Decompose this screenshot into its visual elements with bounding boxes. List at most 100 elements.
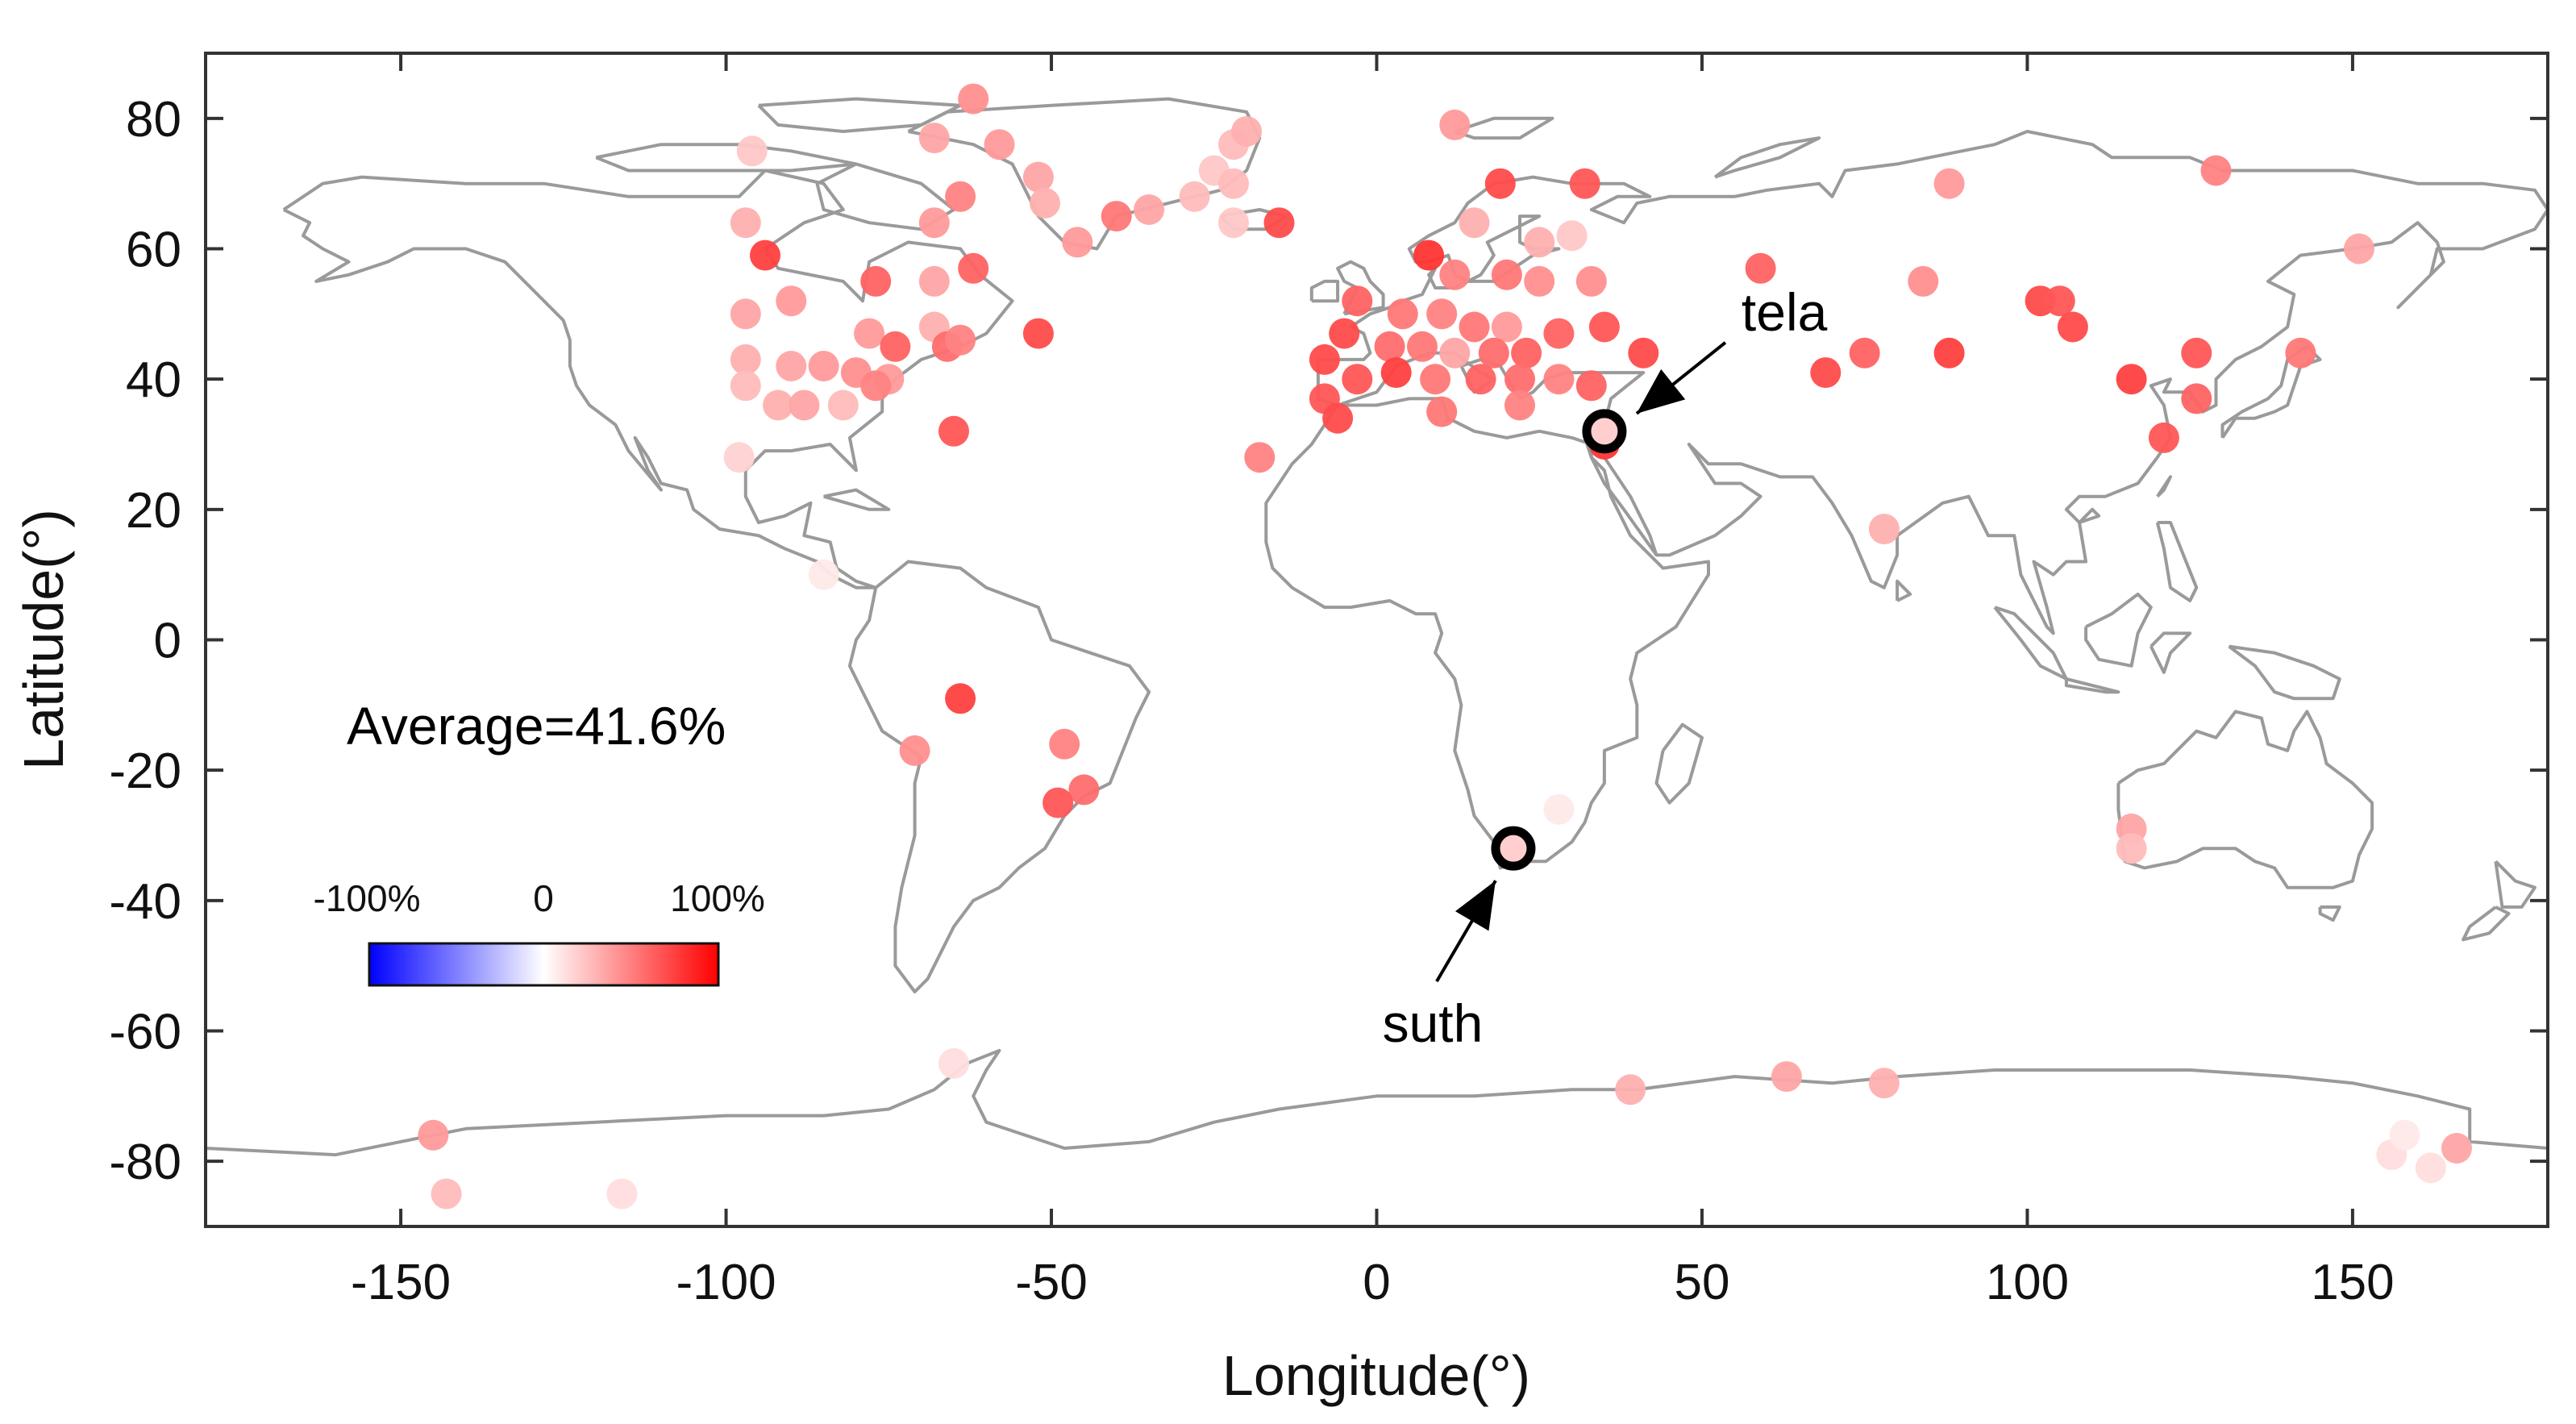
site-point (1524, 227, 1555, 258)
site-point (1849, 337, 1880, 368)
site-point (1329, 318, 1360, 349)
site-point (1068, 774, 1100, 806)
coastlines (206, 97, 2548, 1157)
site-point (1745, 252, 1776, 284)
x-tick-label: 150 (2311, 1255, 2394, 1310)
site-point (854, 318, 885, 349)
site-point (1543, 318, 1575, 349)
site-point (1380, 357, 1412, 389)
site-point (918, 123, 950, 154)
site-point (1244, 442, 1276, 473)
site-point (1342, 285, 1373, 317)
site-point (918, 265, 950, 297)
plot-frame (204, 52, 2549, 1228)
site-point (945, 683, 976, 714)
site-point (1459, 207, 1490, 239)
site-point (1556, 220, 1588, 252)
x-axis-title: Longitude(°) (1222, 1344, 1530, 1407)
colorbar-label-mid: 0 (533, 877, 554, 919)
y-tick-label: 0 (154, 614, 181, 669)
x-tick-label: 100 (1986, 1255, 2069, 1310)
site-point (1022, 161, 1054, 193)
site-point (1908, 265, 1939, 297)
site-point (860, 370, 892, 402)
site-point (1615, 1074, 1646, 1105)
site-point (1478, 337, 1509, 368)
y-tick-label: -60 (109, 1005, 181, 1060)
site-point (1511, 337, 1542, 368)
site-point (1309, 344, 1340, 375)
site-point (730, 370, 761, 402)
y-tick-label: 60 (126, 223, 181, 278)
site-point (1810, 357, 1841, 389)
coastline (2064, 677, 2120, 694)
site-point (808, 351, 839, 381)
coastline (2116, 710, 2374, 889)
site-point (1426, 298, 1458, 330)
site-points (418, 83, 2472, 1210)
colorbar-gradient (368, 942, 720, 987)
site-point (958, 83, 989, 115)
coastline (815, 162, 955, 231)
site-point (1101, 201, 1132, 232)
coastline (2156, 475, 2172, 498)
site-point (2200, 155, 2232, 186)
site-point (938, 1047, 969, 1079)
colorbar-label-min: -100% (314, 877, 421, 919)
site-point (827, 389, 859, 421)
site-point (1218, 207, 1249, 239)
site-point (1543, 793, 1575, 825)
site-point (1459, 311, 1490, 343)
site-point (1439, 109, 1471, 140)
site-point (1179, 181, 1210, 212)
site-point (1022, 318, 1054, 349)
average-annotation: Average=41.6% (347, 696, 726, 756)
site-point (938, 415, 969, 447)
site-point (945, 324, 976, 356)
site-point (2389, 1119, 2420, 1151)
site-point (1439, 259, 1471, 290)
site-point (899, 735, 930, 766)
site-point (860, 265, 892, 297)
site-point (2181, 383, 2212, 414)
site-point (2116, 833, 2147, 864)
site-point (1491, 311, 1522, 343)
site-point (1407, 331, 1438, 362)
site-point (2044, 285, 2075, 317)
site-point (1575, 265, 1607, 297)
x-tick-label: -100 (676, 1255, 776, 1310)
site-point (1504, 364, 1535, 395)
site-point (776, 351, 807, 381)
site-point (1491, 259, 1522, 290)
x-tick-label: 50 (1674, 1255, 1729, 1310)
coastline (2078, 507, 2101, 524)
site-point (1049, 728, 1080, 760)
coastline (595, 143, 858, 173)
site-point (1465, 364, 1496, 395)
site-point (431, 1178, 462, 1210)
coastline (1654, 722, 1704, 805)
site-point (1062, 227, 1093, 258)
colorbar-label-max: 100% (670, 877, 765, 919)
site-point (1575, 370, 1607, 402)
site-point (2285, 337, 2316, 368)
coastline (1993, 606, 2068, 681)
site-label-tela: tela (1742, 282, 1828, 342)
coastline (2155, 521, 2199, 602)
site-point (2344, 233, 2374, 264)
coastline (823, 488, 891, 511)
coastline (1896, 579, 1912, 602)
site-point (418, 1119, 449, 1151)
site-point (2181, 337, 2212, 368)
site-point (958, 252, 989, 284)
site-point (1030, 187, 1060, 219)
y-tick-label: 40 (126, 352, 181, 408)
site-label-suth: suth (1383, 993, 1484, 1053)
site-point (1042, 787, 1074, 818)
coastline (1713, 136, 1821, 179)
site-point (945, 181, 976, 212)
site-point (918, 207, 950, 239)
coastline (1264, 397, 1710, 870)
site-point (1628, 337, 1659, 368)
